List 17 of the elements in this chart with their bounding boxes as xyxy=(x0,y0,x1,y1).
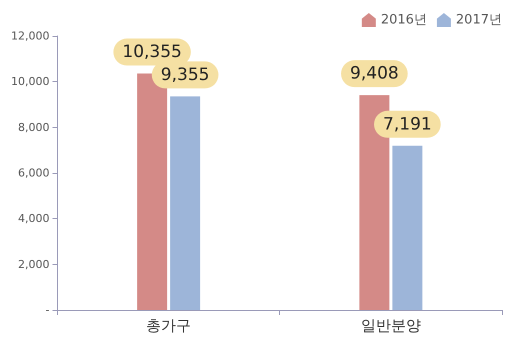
data-label: 7,191 xyxy=(383,114,432,134)
y-tick-label: 2,000 xyxy=(18,258,50,271)
data-label: 10,355 xyxy=(122,42,182,62)
x-tick-label: 총가구 xyxy=(146,316,192,334)
y-tick-label: 4,000 xyxy=(18,212,50,226)
x-tick-label: 일반분양 xyxy=(360,316,421,334)
y-tick-label: 12,000 xyxy=(10,30,50,42)
y-tick-label: 10,000 xyxy=(10,75,50,88)
y-tick-label: - xyxy=(46,304,50,316)
legend-label: 2017년 xyxy=(456,12,502,28)
bar xyxy=(170,96,200,310)
bar xyxy=(392,146,422,310)
legend-label: 2016년 xyxy=(380,12,427,28)
data-label: 9,355 xyxy=(160,64,210,85)
y-tick-label: 8,000 xyxy=(18,120,50,134)
data-label: 9,408 xyxy=(350,64,399,84)
y-tick-label: 6,000 xyxy=(18,166,50,180)
